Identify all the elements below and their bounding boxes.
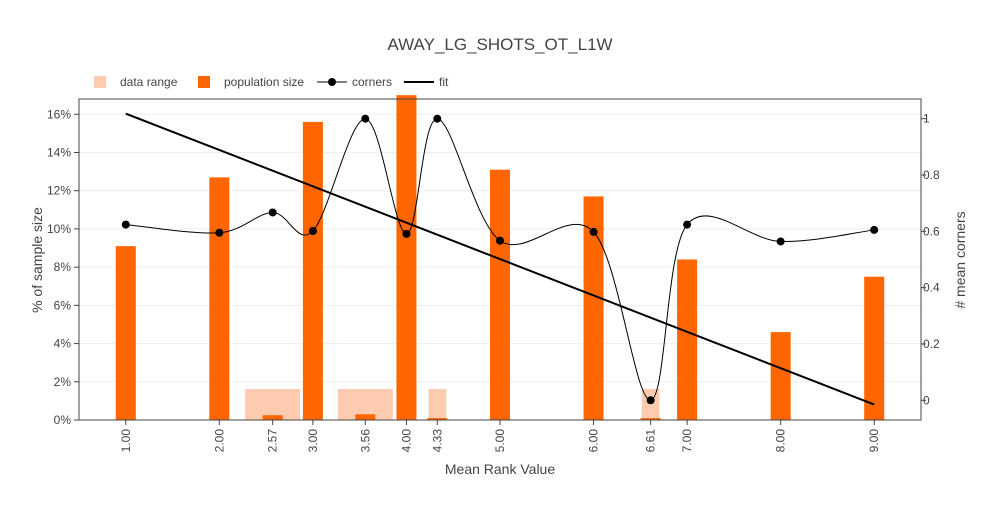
population-size-bar (640, 418, 661, 420)
chart-title: AWAY_LG_SHOTS_OT_L1W (387, 35, 612, 54)
y-tick-label: 12% (47, 184, 71, 198)
y2-tick-label: 0.4 (923, 281, 940, 295)
x-tick-label: 6.61 (644, 429, 658, 453)
corners-series (121, 114, 879, 405)
y-tick-label: 2% (54, 375, 72, 389)
fit-line (125, 112, 875, 406)
y-tick-label: 4% (54, 337, 72, 351)
data-range-bar (244, 387, 302, 421)
y2-tick-label: 1 (923, 112, 930, 126)
y-tick-label: 8% (54, 260, 72, 274)
x-tick-label: 6.00 (587, 429, 601, 453)
y-axis-label: % of sample size (29, 207, 45, 313)
corners-point (776, 237, 785, 246)
population-size-bar (864, 276, 885, 420)
y-tick-label: 10% (47, 222, 71, 236)
corners-point (402, 229, 411, 238)
x-tick-label: 9.00 (867, 429, 881, 453)
population-size-bar (115, 246, 136, 420)
corners-point (589, 227, 598, 236)
population-size-bar (355, 414, 376, 420)
population-size-bar (396, 95, 417, 420)
legend-item: population size (198, 75, 304, 89)
x-axis-label: Mean Rank Value (445, 461, 555, 477)
x-tick-label: 8.00 (774, 429, 788, 453)
legend-label: data range (120, 75, 178, 89)
corners-point (683, 220, 692, 229)
y-axis-left: 0% 2% 4% 6% 8% 10% 12% 14% 16% (47, 107, 79, 427)
corners-point (215, 228, 224, 237)
population-size-bar (302, 121, 323, 420)
x-tick-label: 2.57 (266, 429, 280, 453)
y-tick-label: 14% (47, 146, 71, 160)
population-size-bar (490, 169, 510, 420)
data-range-bar (427, 387, 448, 421)
x-tick-label: 5.00 (493, 429, 507, 453)
corners-point (268, 208, 277, 217)
population-size-series (115, 95, 885, 420)
legend-label: fit (439, 75, 449, 89)
population-size-bar (209, 177, 230, 420)
y-tick-label: 0% (54, 413, 72, 427)
x-tick-label: 2.00 (212, 429, 226, 453)
x-tick-label: 3.00 (306, 429, 320, 453)
corners-point (646, 396, 655, 405)
corners-point (433, 114, 442, 123)
x-tick-label: 3.56 (358, 429, 372, 453)
y2-tick-label: 0.6 (923, 224, 940, 238)
y2-tick-label: 0.8 (923, 168, 940, 182)
legend: data range population size corners fit (94, 75, 449, 89)
x-tick-label: 4.33 (430, 429, 444, 453)
legend-swatch (198, 76, 210, 88)
y-tick-label: 16% (47, 107, 71, 121)
legend-label: population size (224, 75, 304, 89)
x-tick-label: 7.00 (680, 429, 694, 453)
population-size-bar (677, 259, 698, 420)
y-tick-label: 6% (54, 298, 72, 312)
y2-axis-label: # mean corners (952, 211, 968, 308)
legend-item: data range (94, 75, 178, 89)
corners-point (361, 114, 370, 123)
y2-tick-label: 0.2 (923, 337, 940, 351)
corners-point (308, 227, 317, 236)
population-size-bar (583, 196, 604, 420)
fit-series (125, 112, 875, 406)
population-size-bar (262, 415, 283, 420)
y-axis-right: 0 0.2 0.4 0.6 0.8 1 (921, 112, 940, 407)
legend-label: corners (352, 75, 392, 89)
legend-swatch (94, 76, 106, 88)
population-size-bar (427, 418, 448, 420)
corners-point (870, 225, 879, 234)
corners-point (496, 236, 504, 245)
legend-marker (328, 78, 336, 86)
corners-point (121, 220, 130, 229)
y2-tick-label: 0 (923, 393, 930, 407)
x-tick-label: 1.00 (119, 429, 133, 453)
legend-item: corners (317, 75, 392, 89)
legend-item: fit (404, 75, 449, 89)
x-axis: 1.00 2.00 2.57 3.00 3.56 4.00 4.33 5.00 6.00 6.61… (119, 420, 881, 452)
x-tick-label: 4.00 (399, 429, 413, 453)
population-size-bar (770, 332, 791, 420)
